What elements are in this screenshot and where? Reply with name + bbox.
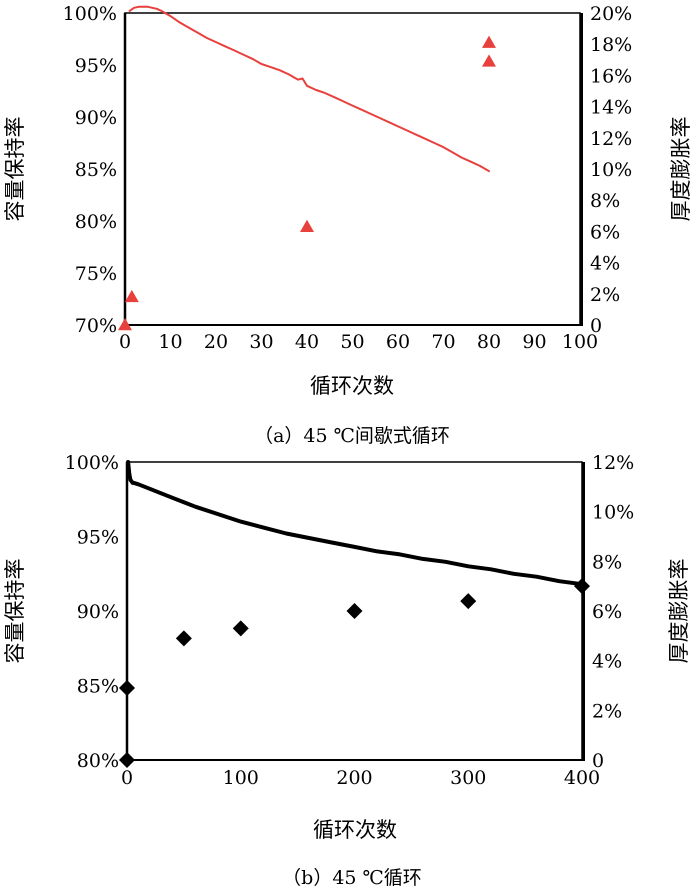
chart-a-right-shadow bbox=[580, 13, 583, 325]
chart-a-ytick-label: 70% bbox=[75, 315, 117, 337]
chart-b-xtick-label: 200 bbox=[336, 767, 372, 789]
chart-a-y2tick-label: 12% bbox=[590, 128, 632, 150]
chart-a-ytick-label: 85% bbox=[75, 159, 117, 181]
chart-a-ytick-label: 90% bbox=[75, 107, 117, 129]
chart-a-y2tick-label: 18% bbox=[590, 34, 632, 56]
chart-a-xtick-label: 100 bbox=[562, 331, 598, 353]
chart-a-y2tick-label: 0 bbox=[590, 315, 602, 337]
chart-a-ytick-label: 80% bbox=[75, 211, 117, 233]
chart-a-thickness-point bbox=[118, 318, 132, 331]
chart-a-ytick-label: 95% bbox=[75, 55, 117, 77]
chart-b-ytick-label: 80% bbox=[77, 750, 119, 772]
chart-a-caption: （a）45 ℃间歇式循环 bbox=[254, 425, 450, 447]
chart-b-xtick-label: 100 bbox=[223, 767, 259, 789]
chart-a-plot-frame bbox=[124, 12, 581, 326]
chart-a-xtick-label: 80 bbox=[477, 331, 501, 353]
chart-a-y2label: 厚度膨胀率 bbox=[669, 117, 693, 222]
chart-a-xlabel: 循环次数 bbox=[310, 374, 394, 398]
chart-b-ylabel: 容量保持率 bbox=[3, 559, 27, 664]
chart-a-thickness-point bbox=[482, 54, 496, 67]
chart-b-ytick-label: 90% bbox=[77, 601, 119, 623]
chart-a-xtick-label: 10 bbox=[158, 331, 182, 353]
chart-a-y2tick-label: 2% bbox=[590, 284, 620, 306]
chart-b-thickness-point bbox=[232, 620, 249, 637]
chart-b-y2label: 厚度膨胀率 bbox=[667, 559, 691, 664]
chart-a-ytick-label: 75% bbox=[75, 263, 117, 285]
chart-a: 0 10 20 30 40 50 60 70 80 90 100 70% 75% 80% 85% 90% 95%… bbox=[3, 3, 693, 447]
chart-b-thickness-point bbox=[119, 679, 135, 696]
chart-b-y2tick-label: 2% bbox=[592, 700, 622, 722]
chart-a-thickness-point bbox=[124, 289, 139, 303]
chart-a-xtick-label: 40 bbox=[295, 331, 319, 353]
chart-a-capacity-line bbox=[128, 5, 490, 173]
chart-b-y2tick-label: 10% bbox=[592, 502, 634, 524]
chart-a-y2tick-label: 8% bbox=[590, 190, 620, 212]
chart-b-xtick-label: 400 bbox=[564, 767, 600, 789]
chart-b-right-shadow bbox=[582, 462, 585, 760]
chart-a-xtick-label: 90 bbox=[522, 331, 546, 353]
chart-a-y2tick-label: 20% bbox=[590, 3, 632, 25]
chart-b-y2tick-label: 12% bbox=[592, 452, 634, 474]
chart-a-xtick-label: 60 bbox=[386, 331, 410, 353]
chart-b-y2tick-label: 6% bbox=[592, 601, 622, 623]
chart-a-xtick-label: 20 bbox=[204, 331, 228, 353]
chart-b-thickness-point bbox=[346, 603, 363, 619]
chart-b-ytick-label: 95% bbox=[77, 527, 119, 549]
chart-b-thickness-point bbox=[175, 630, 192, 647]
chart-a-thickness-point bbox=[482, 35, 496, 48]
chart-b: 0 100 200 300 400 80% 85% 90% 95% 100% 0 2% 4% 6% 8% 10… bbox=[3, 452, 691, 889]
chart-a-thickness-point bbox=[300, 219, 314, 232]
chart-a-ylabel: 容量保持率 bbox=[3, 117, 27, 222]
chart-b-thickness-point bbox=[119, 752, 135, 768]
chart-b-capacity-line bbox=[126, 460, 584, 587]
chart-a-ytick-label: 100% bbox=[63, 3, 117, 25]
chart-a-xtick-label: 30 bbox=[249, 331, 273, 353]
chart-a-y2tick-label: 4% bbox=[590, 253, 620, 275]
chart-a-y2tick-label: 6% bbox=[590, 221, 620, 243]
chart-a-xtick-label: 70 bbox=[431, 331, 455, 353]
chart-b-xtick-label: 0 bbox=[121, 767, 133, 789]
chart-a-xtick-label: 50 bbox=[340, 331, 364, 353]
chart-b-thickness-point bbox=[574, 578, 590, 595]
chart-a-y2tick-label: 16% bbox=[590, 65, 632, 87]
chart-b-thickness-point bbox=[460, 593, 477, 610]
chart-b-y2tick-label: 0 bbox=[592, 750, 604, 772]
chart-a-xtick-label: 0 bbox=[119, 331, 131, 353]
chart-a-y2tick-label: 14% bbox=[590, 97, 632, 119]
chart-b-ytick-label: 100% bbox=[65, 452, 119, 474]
chart-b-xlabel: 循环次数 bbox=[313, 818, 397, 842]
chart-b-caption: （b）45 ℃循环 bbox=[282, 867, 422, 889]
chart-b-xtick-label: 300 bbox=[450, 767, 486, 789]
chart-b-y2tick-label: 8% bbox=[592, 551, 622, 573]
chart-a-y2tick-label: 10% bbox=[590, 159, 632, 181]
chart-b-ytick-label: 85% bbox=[77, 676, 119, 698]
chart-b-y2tick-label: 4% bbox=[592, 651, 622, 673]
